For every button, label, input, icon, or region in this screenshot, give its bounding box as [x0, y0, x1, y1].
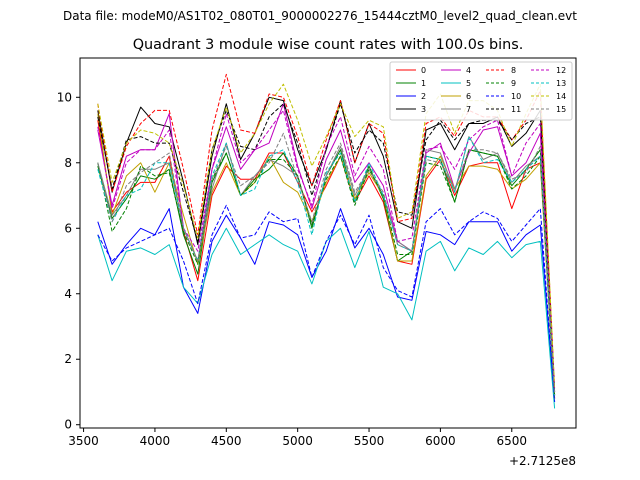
chart-title: Quadrant 3 module wise count rates with … [133, 37, 524, 53]
series-line-4 [97, 103, 556, 396]
x-tick-label: 6500 [496, 434, 527, 448]
legend-label-11: 11 [511, 105, 521, 114]
legend-label-15: 15 [556, 105, 566, 114]
legend-label-13: 13 [556, 79, 566, 88]
y-tick-label: 6 [64, 221, 72, 235]
legend-label-14: 14 [556, 92, 566, 101]
x-axis-ticks: 3500 4000 4500 5000 5500 6000 6500 [68, 428, 527, 448]
y-tick-label: 0 [64, 418, 72, 432]
legend-label-7: 7 [466, 105, 471, 114]
series-line-15 [97, 132, 556, 396]
series-line-9 [97, 149, 556, 396]
legend-label-12: 12 [556, 66, 566, 75]
x-tick-label: 6000 [425, 434, 456, 448]
legend-box [389, 61, 573, 121]
series-line-14 [97, 83, 556, 389]
x-tick-label: 5000 [282, 434, 313, 448]
legend-label-10: 10 [511, 92, 521, 101]
series-line-5 [97, 227, 556, 409]
legend-label-5: 5 [466, 79, 471, 88]
x-tick-label: 4500 [211, 434, 242, 448]
legend-label-0: 0 [421, 66, 426, 75]
data-file-suptitle: Data file: modeM0/AS1T02_080T01_90000022… [63, 9, 577, 23]
x-tick-label: 3500 [68, 434, 99, 448]
legend-label-1: 1 [421, 79, 426, 88]
series-line-1 [97, 149, 556, 399]
y-tick-label: 10 [57, 90, 72, 104]
series-line-7 [97, 136, 556, 396]
series-line-12 [97, 109, 556, 393]
x-offset-label: +2.7125e8 [509, 454, 576, 468]
series-lines [97, 73, 556, 409]
series-line-3 [97, 96, 556, 393]
x-tick-label: 5500 [354, 434, 385, 448]
series-line-2 [97, 208, 556, 402]
series-line-10 [97, 204, 556, 402]
legend-label-4: 4 [466, 66, 471, 75]
y-tick-label: 2 [64, 352, 72, 366]
y-tick-label: 8 [64, 156, 72, 170]
legend-label-9: 9 [511, 79, 516, 88]
legend-label-8: 8 [511, 66, 516, 75]
legend-label-2: 2 [421, 92, 426, 101]
plot-frame [79, 57, 577, 429]
y-axis-ticks: 0 2 4 6 8 10 [57, 90, 80, 432]
x-tick-label: 4000 [140, 434, 171, 448]
series-line-13 [97, 136, 556, 396]
legend-label-6: 6 [466, 92, 471, 101]
legend-label-3: 3 [421, 105, 426, 114]
series-line-6 [97, 113, 556, 399]
y-tick-label: 4 [64, 287, 72, 301]
